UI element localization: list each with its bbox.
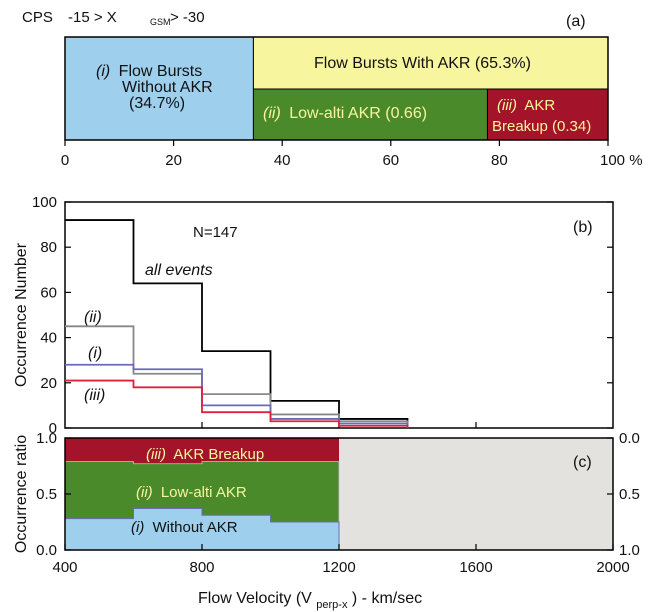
x-axis-title-sub: perp-x bbox=[316, 599, 348, 611]
panel-c-no-data-area bbox=[339, 438, 613, 550]
x-axis-title-main: Flow Velocity (V bbox=[198, 590, 312, 607]
series-label-ii: (ii) bbox=[84, 309, 102, 326]
panel-c-x-axis-title: Flow Velocity (V perp-x ) - km/sec bbox=[198, 590, 422, 612]
panel-c-label: (c) bbox=[573, 454, 592, 471]
panel-c-y-axis-title: Occurrence ratio bbox=[13, 435, 30, 553]
panel-b-frame bbox=[64, 201, 614, 429]
seg-iii-label-line1: (iii) AKR bbox=[497, 97, 555, 114]
histogram-series-line bbox=[65, 379, 409, 428]
panel-a-frame bbox=[64, 36, 609, 141]
histogram-series-line bbox=[65, 219, 409, 428]
panel-b-y-tick-label: 60 bbox=[40, 284, 57, 301]
seg-iii-label-line2: Breakup (0.34) bbox=[492, 118, 591, 135]
panel-b-y-tick-label: 40 bbox=[40, 330, 57, 347]
panel-b-y-tick-label: 20 bbox=[40, 375, 57, 392]
panel-b-histogram: (b) N=147 0 20 40 60 80 100 all events (ii) (… bbox=[13, 194, 614, 437]
panel-c-x-tick-label: 2000 bbox=[596, 559, 629, 576]
seg-i-label-line3: (34.7%) bbox=[129, 95, 185, 112]
layer-iii-label: (iii) AKR Breakup bbox=[146, 446, 264, 463]
segment-without-akr bbox=[64, 36, 254, 141]
seg-iii-label-title: AKR bbox=[524, 97, 555, 114]
panel-c-x-tick-label: 800 bbox=[189, 559, 214, 576]
panel-a-x-tick-label: 100 % bbox=[600, 152, 643, 169]
panel-c-axes: 0.0 0.5 1.0 0.0 0.5 1.0 400 800 1200 1600 2000 bbox=[36, 430, 640, 576]
panel-a-stacked-bar: CPS -15 > X GSM > -30 (a) (i) Flow Burst… bbox=[22, 9, 643, 169]
panel-c-ratio: (c) 0.0 0.5 1.0 0.0 0.5 1.0 400 800 1200 1600 2000… bbox=[13, 430, 640, 612]
seg-i-label-line1: (i) Flow Bursts bbox=[96, 63, 202, 80]
panel-a-range-right: > -30 bbox=[170, 9, 205, 26]
panel-b-y-axis: 0 20 40 60 80 100 bbox=[32, 194, 613, 437]
seg-i-label-line2: Without AKR bbox=[122, 79, 213, 96]
panel-c-right-tick-label: 0.0 bbox=[619, 430, 640, 447]
layer-iii-label-num: (iii) bbox=[146, 446, 166, 463]
layer-i-label-num: (i) bbox=[131, 519, 144, 536]
panel-a-x-tick-label: 60 bbox=[382, 152, 399, 169]
panel-c-y-tick-label: 0.5 bbox=[36, 486, 57, 503]
panel-b-y-tick-label: 100 bbox=[32, 194, 57, 211]
panel-c-areas bbox=[64, 438, 613, 551]
panel-a-x-tick-label: 20 bbox=[165, 152, 182, 169]
layer-ii-label-num: (ii) bbox=[136, 484, 153, 501]
histogram-series-line bbox=[65, 363, 409, 428]
x-axis-title-tail: ) - km/sec bbox=[352, 590, 422, 607]
layer-ii-label: (ii) Low-alti AKR bbox=[136, 484, 247, 501]
layer-i-label-title: Without AKR bbox=[153, 519, 238, 536]
segment-akr-breakup bbox=[486, 88, 609, 141]
panel-b-series bbox=[65, 219, 409, 428]
seg-ii-label-num: (ii) bbox=[263, 105, 281, 122]
panel-c-y-tick-label: 0.0 bbox=[36, 542, 57, 559]
histogram-series-line bbox=[65, 325, 409, 428]
panel-c-x-tick-label: 1200 bbox=[322, 559, 355, 576]
panel-a-x-axis: 0 20 40 60 80 100 % bbox=[61, 140, 643, 169]
layer-i-label: (i) Without AKR bbox=[131, 519, 238, 536]
series-label-i: (i) bbox=[88, 345, 102, 362]
panel-b-y-tick-label: 80 bbox=[40, 239, 57, 256]
panel-b-y-tick-label: 0 bbox=[49, 420, 57, 437]
segment-with-akr bbox=[252, 36, 609, 90]
layer-ii-label-title: Low-alti AKR bbox=[161, 484, 247, 501]
seg-with-label: Flow Bursts With AKR (65.3%) bbox=[314, 55, 531, 72]
panel-a-range-left: -15 > X bbox=[68, 9, 117, 26]
panel-a-x-tick-label: 40 bbox=[274, 152, 291, 169]
panel-b-y-axis-title: Occurrence Number bbox=[13, 242, 30, 387]
panel-c-right-tick-label: 1.0 bbox=[619, 542, 640, 559]
panel-c-x-tick-label: 400 bbox=[52, 559, 77, 576]
series-label-all-events: all events bbox=[145, 262, 213, 279]
panel-a-x-tick-label: 80 bbox=[491, 152, 508, 169]
panel-a-x-tick-label: 0 bbox=[61, 152, 69, 169]
seg-i-label-title: Flow Bursts bbox=[119, 63, 203, 80]
layer-iii-label-title: AKR Breakup bbox=[173, 446, 264, 463]
panel-a-label: (a) bbox=[566, 13, 586, 30]
segment-low-alti-akr bbox=[252, 88, 488, 141]
seg-iii-label-num: (iii) bbox=[497, 97, 517, 114]
panel-c-y-tick-label: 1.0 bbox=[36, 430, 57, 447]
panel-a-range-subscript: GSM bbox=[150, 17, 171, 27]
panel-b-label: (b) bbox=[573, 219, 593, 236]
seg-ii-label-title: Low-alti AKR (0.66) bbox=[289, 105, 427, 122]
seg-ii-label: (ii) Low-alti AKR (0.66) bbox=[263, 105, 427, 122]
panel-c-right-tick-label: 0.5 bbox=[619, 486, 640, 503]
panel-a-cps-label: CPS bbox=[22, 9, 53, 26]
seg-i-label-num: (i) bbox=[96, 63, 110, 80]
panel-c-x-tick-label: 1600 bbox=[459, 559, 492, 576]
panel-b-count-annotation: N=147 bbox=[193, 224, 238, 241]
series-label-iii: (iii) bbox=[84, 387, 105, 404]
